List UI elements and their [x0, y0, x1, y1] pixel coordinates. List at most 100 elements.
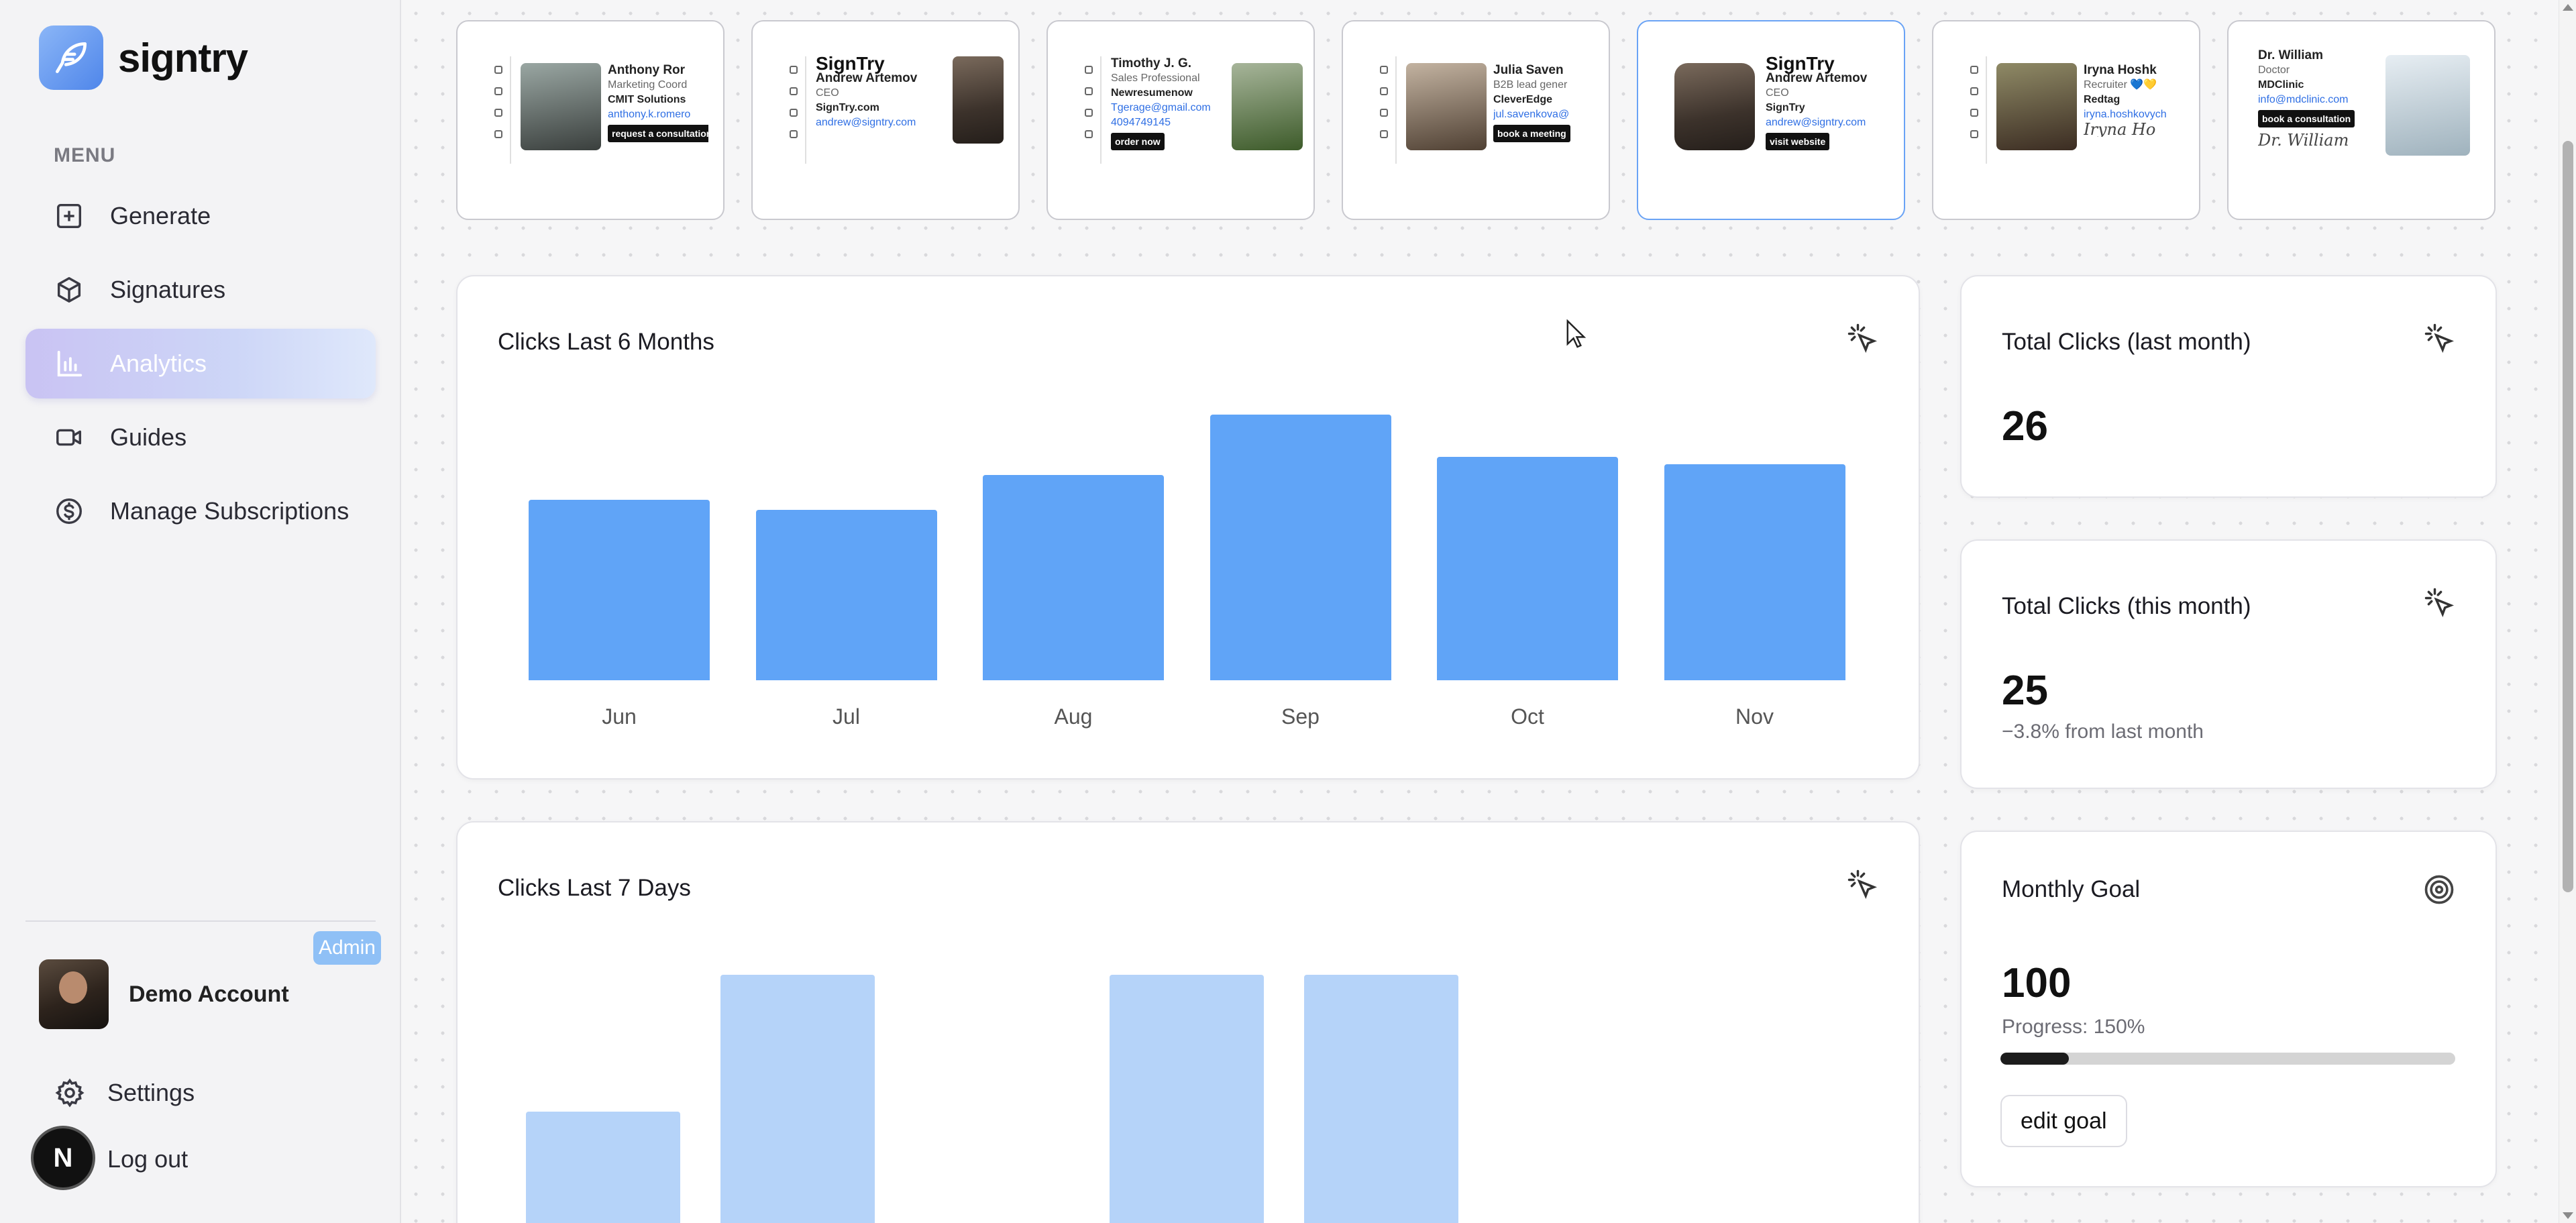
avatar [39, 959, 109, 1029]
signature-photo [1406, 63, 1487, 150]
signature-card-selected[interactable]: SignTry Andrew Artemov CEO SignTry andre… [1637, 20, 1905, 220]
edit-goal-button[interactable]: edit goal [2000, 1095, 2127, 1147]
click-cursor-icon [1845, 867, 1880, 902]
chart-bar [983, 475, 1164, 680]
signature-photo [1996, 63, 2077, 150]
signature-card[interactable]: SignTry Andrew Artemov CEO SignTry.com a… [751, 20, 1020, 220]
chart-category-label: Jun [602, 704, 637, 729]
signature-card[interactable]: Anthony Ror Marketing Coord CMIT Solutio… [456, 20, 724, 220]
gear-icon [55, 1078, 85, 1108]
signature-company: MDClinic [2258, 79, 2304, 91]
chart-category-label: Oct [1511, 704, 1544, 729]
signature-name: Dr. William [2258, 48, 2323, 62]
brand-name: signtry [118, 35, 248, 81]
signature-company: CMIT Solutions [608, 94, 686, 105]
sidebar-item-label: Signatures [110, 276, 226, 303]
social-icons [782, 56, 806, 164]
sidebar: signtry MENU Generate Signatures Analyti… [0, 0, 401, 1223]
signature-link: Tgerage@gmail.com [1111, 102, 1211, 113]
settings-link[interactable]: Settings [54, 1077, 195, 1109]
clicks-seven-days-panel: Clicks Last 7 Days [456, 821, 1920, 1223]
signature-script: Iryna Ho [2084, 120, 2156, 137]
signature-photo [1232, 63, 1303, 150]
chart-bar [1304, 975, 1458, 1223]
sidebar-item-signatures[interactable]: Signatures [25, 255, 376, 325]
logout-link[interactable]: Log out [107, 1145, 188, 1173]
signature-cta: request a consultation [608, 125, 708, 142]
signature-preview: SignTry Andrew Artemov CEO SignTry.com a… [782, 56, 1004, 164]
signature-role: Sales Professional [1111, 72, 1200, 84]
sidebar-item-manage-subscriptions[interactable]: Manage Subscriptions [25, 476, 376, 546]
sidebar-item-label: Generate [110, 202, 211, 229]
signature-role: Doctor [2258, 64, 2290, 76]
signature-link: andrew@signtry.com [1766, 117, 1866, 128]
video-camera-icon [52, 421, 86, 454]
target-icon [2422, 872, 2457, 907]
sidebar-nav: Generate Signatures Analytics Guides Man… [25, 181, 376, 550]
signature-role: CEO [1766, 87, 1789, 99]
signature-role: Recruiter 💙💛 [2084, 79, 2157, 91]
app-logo[interactable]: signtry [39, 25, 248, 90]
signature-cta: visit website [1766, 133, 1830, 150]
sidebar-divider [25, 920, 376, 922]
menu-label: MENU [54, 144, 116, 166]
dollar-circle-icon [52, 494, 86, 528]
feather-logo-icon [39, 25, 103, 90]
chart-bar [1437, 457, 1618, 680]
logout-label: Log out [107, 1145, 189, 1173]
signature-role: B2B lead gener [1493, 79, 1568, 91]
next-dev-badge[interactable]: N [31, 1126, 95, 1190]
mouse-pointer-icon [1566, 319, 1586, 348]
signature-name: Anthony Ror [608, 63, 686, 77]
signature-cta: book a meeting [1493, 125, 1570, 142]
signature-card[interactable]: Dr. William Doctor MDClinic info@mdclini… [2227, 20, 2496, 220]
signature-preview: Julia Saven B2B lead gener CleverEdge ju… [1373, 56, 1594, 164]
panel-title: Clicks Last 6 Months [498, 329, 714, 355]
sidebar-item-analytics[interactable]: Analytics [25, 329, 376, 398]
signature-card[interactable]: Timothy J. G. Sales Professional Newresu… [1046, 20, 1315, 220]
panel-title: Total Clicks (this month) [2002, 593, 2251, 619]
click-cursor-icon [2422, 321, 2457, 356]
signature-name: Timothy J. G. [1111, 56, 1192, 70]
page-scrollbar[interactable] [2559, 0, 2576, 1223]
signature-card[interactable]: Julia Saven B2B lead gener CleverEdge ju… [1342, 20, 1610, 220]
click-cursor-icon [1845, 321, 1880, 356]
total-clicks-this-month-value: 25 [2002, 668, 2048, 714]
signature-preview: Iryna Hoshk Recruiter 💙💛 Redtag iryna.ho… [1963, 56, 2184, 164]
goal-progress-text: Progress: 150% [2002, 1016, 2145, 1038]
signature-link: andrew@signtry.com [816, 117, 916, 128]
sidebar-item-label: Guides [110, 423, 187, 451]
chart-category-label: Aug [1054, 704, 1093, 729]
sidebar-item-generate[interactable]: Generate [25, 181, 376, 251]
signature-name: Andrew Artemov [816, 71, 918, 85]
signature-name: Julia Saven [1493, 63, 1564, 77]
signature-preview: Anthony Ror Marketing Coord CMIT Solutio… [487, 56, 708, 164]
total-clicks-this-month-panel: Total Clicks (this month) 25 −3.8% from … [1960, 539, 2497, 789]
signature-name: Iryna Hoshk [2084, 63, 2157, 77]
signature-link: info@mdclinic.com [2258, 94, 2349, 105]
goal-progress-bar [2000, 1053, 2455, 1065]
signature-brand: SignTry [816, 56, 885, 74]
scroll-down-arrow-icon[interactable] [2563, 1212, 2573, 1219]
social-icons [487, 56, 511, 164]
signature-photo [2385, 55, 2470, 156]
signature-card[interactable]: Iryna Hoshk Recruiter 💙💛 Redtag iryna.ho… [1932, 20, 2200, 220]
signature-cta: book a consultation [2258, 110, 2355, 127]
panel-title: Clicks Last 7 Days [498, 875, 691, 901]
monthly-goal-value: 100 [2002, 960, 2072, 1006]
sidebar-item-label: Analytics [110, 350, 207, 377]
scroll-thumb[interactable] [2563, 141, 2573, 892]
chart-bar [1110, 975, 1264, 1223]
account-card[interactable]: Demo Account Admin [39, 931, 381, 1029]
chart-bar [529, 500, 710, 680]
signature-brand: SignTry [1766, 56, 1835, 74]
sidebar-item-guides[interactable]: Guides [25, 403, 376, 472]
chart-category-label: Sep [1281, 704, 1320, 729]
sidebar-item-label: Manage Subscriptions [110, 497, 350, 525]
signature-script: Dr. William [2258, 131, 2349, 148]
signature-company: Redtag [2084, 94, 2121, 105]
signature-link: jul.savenkova@ [1493, 109, 1570, 120]
click-cursor-icon [2422, 585, 2457, 620]
scroll-up-arrow-icon[interactable] [2563, 4, 2573, 11]
clicks-six-months-panel: Clicks Last 6 Months Jun Jul Aug Sep Oct Nov [456, 275, 1920, 780]
